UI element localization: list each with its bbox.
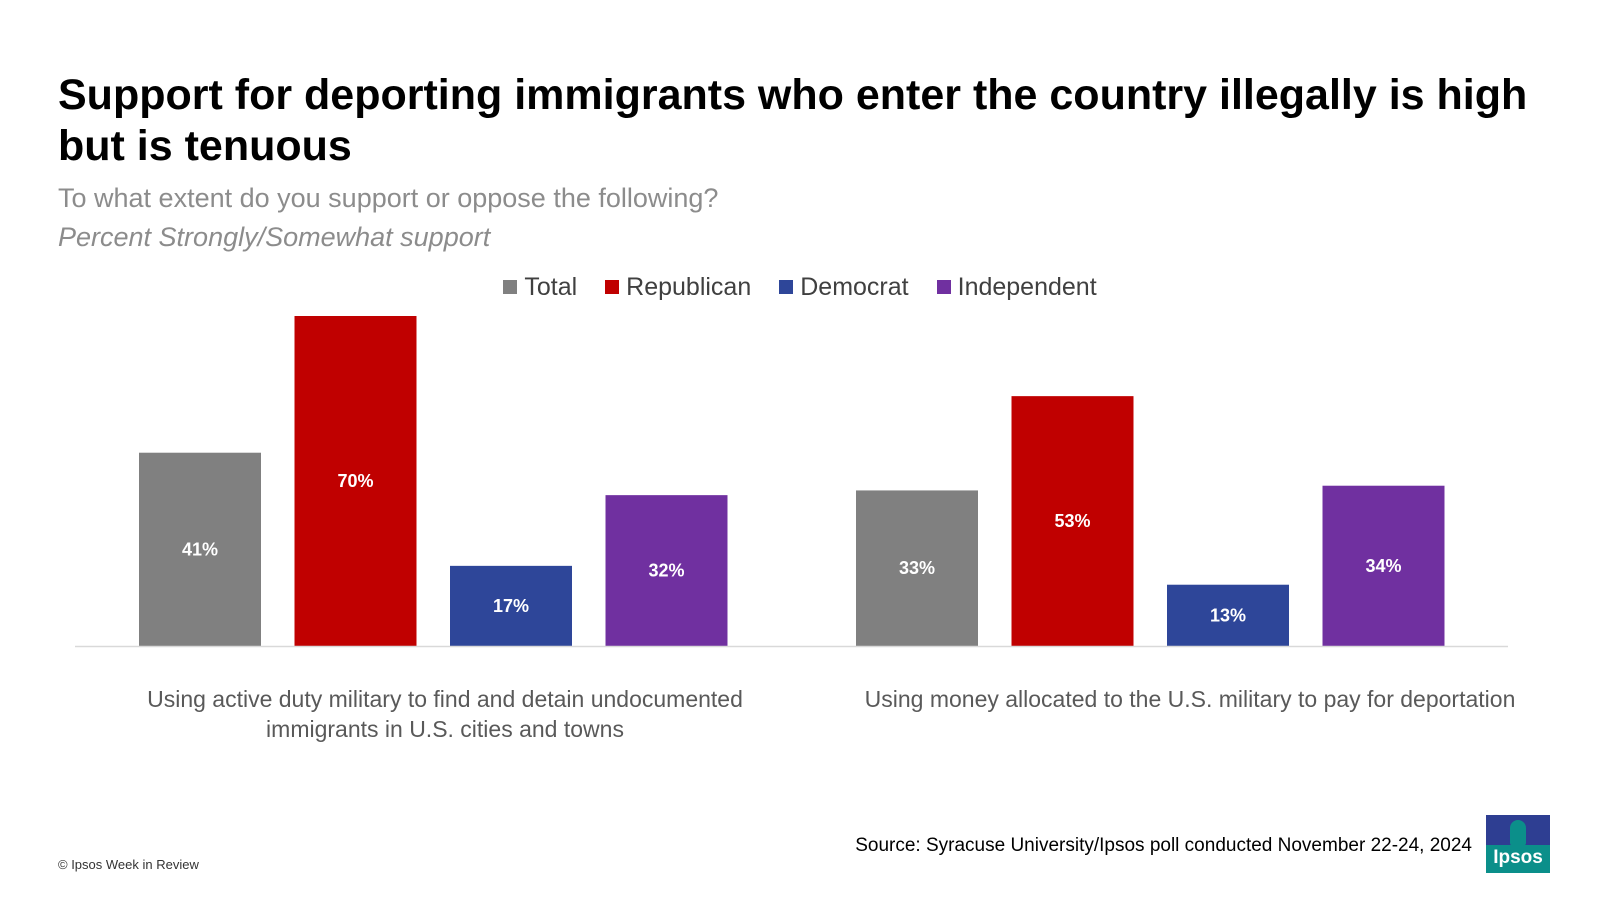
bar-total-2 xyxy=(856,490,978,646)
legend-item-independent: Independent xyxy=(936,272,1097,302)
logo-head-icon xyxy=(1510,820,1526,846)
data-label-republican-1: 70% xyxy=(337,471,373,491)
ipsos-logo: Ipsos xyxy=(1486,815,1550,873)
legend-swatch-republican xyxy=(605,280,620,294)
bar-republican-1 xyxy=(294,316,417,646)
legend-label-democrat: Democrat xyxy=(800,272,909,301)
bar-democrat-2 xyxy=(1167,584,1289,646)
legend-label-total: Total xyxy=(524,272,578,301)
legend-swatch-total xyxy=(503,280,518,294)
chart-title: Support for deporting immigrants who ent… xyxy=(58,71,1528,170)
category-label-2: Using money allocated to the U.S. milita… xyxy=(864,686,1516,712)
legend: Total Republican Democrat Independent xyxy=(0,270,1600,304)
bar-republican-2 xyxy=(1011,396,1134,646)
legend-swatch-independent xyxy=(936,280,951,294)
bar-total-1 xyxy=(139,452,261,646)
bar-chart: 41% 70% 17% 32% 33% 53% 13% 34% xyxy=(75,316,1508,648)
logo-text: Ipsos xyxy=(1493,847,1543,868)
data-label-total-1: 41% xyxy=(182,539,218,559)
copyright-note: © Ipsos Week in Review xyxy=(58,857,199,872)
bar-independent-1 xyxy=(605,495,728,646)
source-note: Source: Syracuse University/Ipsos poll c… xyxy=(855,835,1472,856)
data-label-independent-2: 34% xyxy=(1365,556,1401,576)
data-label-total-2: 33% xyxy=(899,558,935,578)
legend-label-independent: Independent xyxy=(957,272,1097,301)
data-label-democrat-1: 17% xyxy=(493,596,529,616)
legend-item-republican: Republican xyxy=(605,273,751,302)
chart-note: Percent Strongly/Somewhat support xyxy=(58,222,491,252)
category-label-1: Using active duty military to find and d… xyxy=(147,686,743,742)
bar-independent-2 xyxy=(1322,485,1445,646)
legend-item-democrat: Democrat xyxy=(779,272,909,302)
legend-label-republican: Republican xyxy=(626,272,752,301)
legend-swatch-democrat xyxy=(779,280,794,294)
data-label-republican-2: 53% xyxy=(1054,511,1090,531)
data-label-democrat-2: 13% xyxy=(1210,605,1246,625)
bar-democrat-1 xyxy=(450,565,572,646)
data-label-independent-1: 32% xyxy=(648,561,684,581)
legend-item-total: Total xyxy=(503,273,577,302)
chart-subtitle: To what extent do you support or oppose … xyxy=(58,183,719,213)
